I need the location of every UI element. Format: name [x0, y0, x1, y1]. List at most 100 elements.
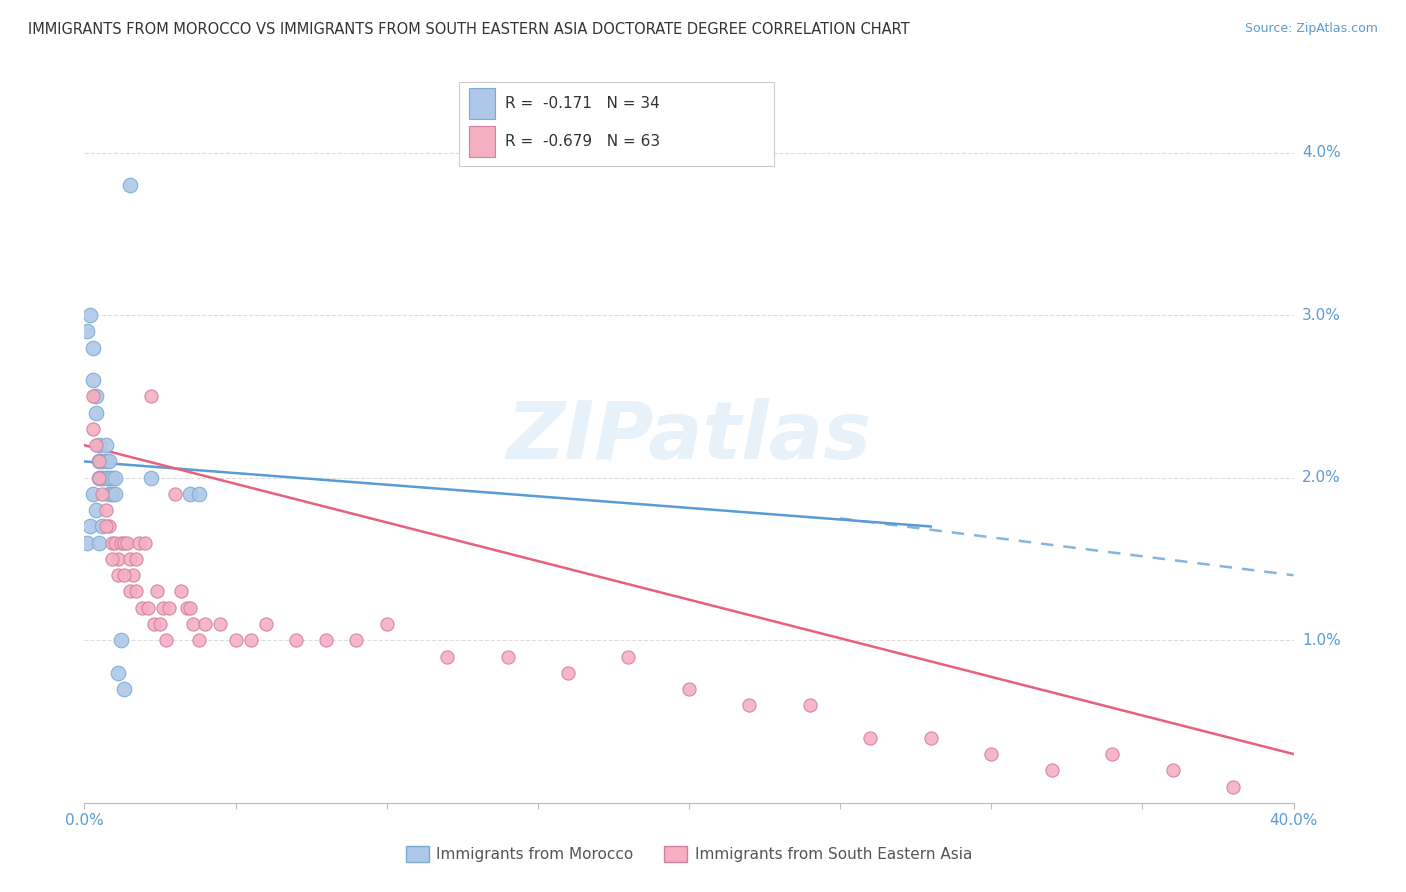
Point	[86, 406, 108, 420]
Point	[86, 438, 108, 452]
Point	[94, 454, 117, 468]
Point	[1101, 747, 1123, 761]
Point	[76, 535, 98, 549]
Point	[139, 471, 162, 485]
Bar	[468, 126, 495, 157]
Point	[155, 633, 177, 648]
Point	[79, 519, 101, 533]
Point	[134, 535, 156, 549]
Point	[799, 698, 821, 713]
Point	[1161, 764, 1184, 778]
Point	[94, 503, 117, 517]
Point	[188, 487, 211, 501]
Point	[91, 471, 114, 485]
Point	[146, 584, 169, 599]
Point	[375, 617, 398, 632]
Point	[82, 341, 104, 355]
Point	[194, 617, 217, 632]
Point	[131, 600, 153, 615]
Point	[125, 584, 148, 599]
Point	[94, 471, 117, 485]
Point	[1222, 780, 1244, 794]
Point	[104, 471, 127, 485]
Point	[97, 454, 120, 468]
Point	[110, 633, 132, 648]
Point	[121, 568, 143, 582]
Point	[89, 471, 111, 485]
Point	[678, 681, 700, 696]
Point	[920, 731, 942, 745]
Point	[128, 535, 150, 549]
Point	[110, 535, 132, 549]
Point	[89, 535, 111, 549]
Point	[315, 633, 337, 648]
Point	[118, 584, 141, 599]
Point	[179, 487, 201, 501]
Point	[100, 535, 122, 549]
Point	[136, 600, 159, 615]
Text: ZIPatlas: ZIPatlas	[506, 398, 872, 476]
Point	[188, 633, 211, 648]
Point	[94, 438, 117, 452]
Point	[112, 681, 135, 696]
Point	[118, 552, 141, 566]
Point	[82, 389, 104, 403]
Point	[285, 633, 308, 648]
Point	[181, 617, 204, 632]
Point	[176, 600, 198, 615]
Point	[97, 471, 120, 485]
Text: R =  -0.679   N = 63: R = -0.679 N = 63	[505, 134, 661, 149]
Bar	[468, 88, 495, 119]
Point	[89, 438, 111, 452]
Point	[557, 665, 579, 680]
Point	[436, 649, 458, 664]
Legend: Immigrants from Morocco, Immigrants from South Eastern Asia: Immigrants from Morocco, Immigrants from…	[399, 840, 979, 868]
Point	[170, 584, 193, 599]
Point	[496, 649, 519, 664]
Text: 1.0%: 1.0%	[1302, 632, 1340, 648]
Point	[118, 178, 141, 193]
Point	[89, 454, 111, 468]
Point	[239, 633, 262, 648]
Point	[89, 454, 111, 468]
Point	[91, 454, 114, 468]
Point	[89, 471, 111, 485]
Point	[179, 600, 201, 615]
Point	[82, 373, 104, 387]
Point	[76, 325, 98, 339]
Point	[107, 665, 129, 680]
Point	[157, 600, 180, 615]
Point	[79, 308, 101, 322]
Point	[139, 389, 162, 403]
Text: R =  -0.171   N = 34: R = -0.171 N = 34	[505, 96, 659, 111]
Point	[86, 503, 108, 517]
Point	[104, 487, 127, 501]
Point	[152, 600, 174, 615]
Point	[149, 617, 172, 632]
Point	[165, 487, 187, 501]
Point	[100, 471, 122, 485]
Point	[980, 747, 1002, 761]
Point	[859, 731, 882, 745]
Bar	[460, 82, 773, 167]
Point	[107, 552, 129, 566]
Point	[97, 519, 120, 533]
Point	[125, 552, 148, 566]
Point	[617, 649, 640, 664]
Point	[86, 389, 108, 403]
Text: Source: ZipAtlas.com: Source: ZipAtlas.com	[1244, 22, 1378, 36]
Point	[91, 519, 114, 533]
Text: IMMIGRANTS FROM MOROCCO VS IMMIGRANTS FROM SOUTH EASTERN ASIA DOCTORATE DEGREE C: IMMIGRANTS FROM MOROCCO VS IMMIGRANTS FR…	[28, 22, 910, 37]
Point	[82, 487, 104, 501]
Point	[94, 519, 117, 533]
Point	[100, 487, 122, 501]
Point	[209, 617, 232, 632]
Point	[107, 568, 129, 582]
Point	[91, 487, 114, 501]
Text: 4.0%: 4.0%	[1302, 145, 1340, 161]
Point	[346, 633, 368, 648]
Point	[115, 535, 138, 549]
Point	[82, 422, 104, 436]
Point	[254, 617, 277, 632]
Point	[100, 552, 122, 566]
